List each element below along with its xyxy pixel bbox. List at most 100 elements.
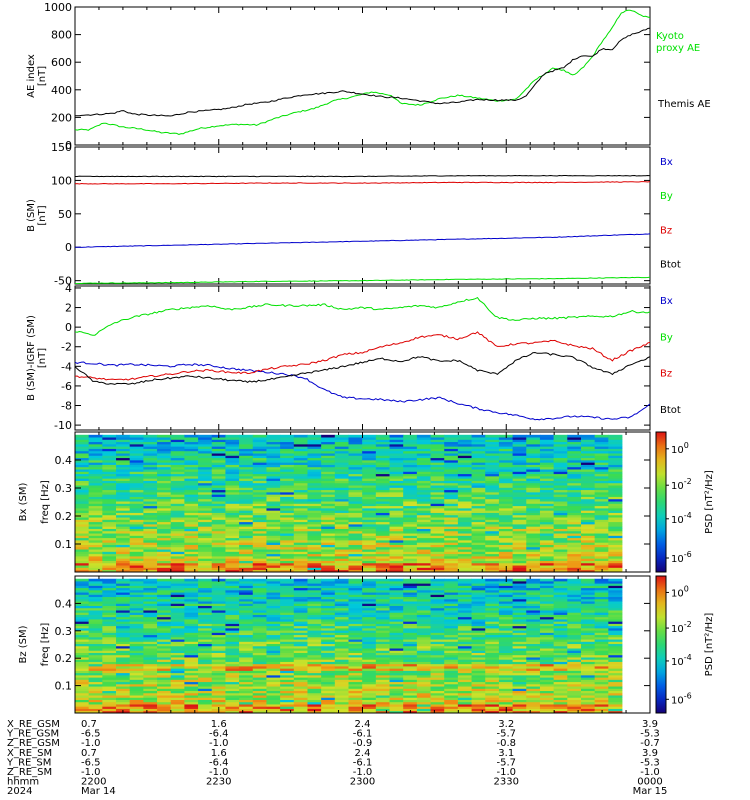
spectrogram-cell: [129, 603, 144, 606]
spectrogram-cell: [170, 510, 185, 513]
spectrogram-cell: [485, 621, 500, 624]
spectrogram-cell: [348, 699, 363, 703]
spectrogram-cell: [102, 443, 117, 447]
spectrogram-cell: [334, 501, 349, 504]
spectrogram-cell: [444, 580, 459, 584]
spectrogram-cell: [567, 558, 582, 561]
spectrogram-cell: [184, 616, 199, 620]
spectrogram-cell: [526, 473, 541, 477]
spectrogram-cell: [512, 710, 527, 714]
spectrogram-cell: [170, 699, 185, 703]
spectrogram-cell: [334, 512, 349, 516]
spectrogram-cell: [430, 699, 445, 703]
spectrogram-cell: [375, 616, 390, 620]
spectrogram-cell: [321, 596, 336, 600]
spectrogram-cell: [157, 704, 172, 707]
spectrogram-cell: [280, 478, 295, 481]
b-minus-igrf-yunit: [nT]: [37, 348, 48, 368]
spectrogram-cell: [170, 489, 185, 493]
spectrogram-cell: [512, 507, 527, 511]
spectrogram-cell: [211, 639, 226, 642]
spectrogram-cell: [594, 562, 609, 566]
spectrogram-cell: [430, 616, 445, 620]
spectrogram-cell: [129, 517, 144, 520]
spectrogram-cell: [444, 501, 459, 504]
spectrogram-cell: [75, 679, 90, 683]
spectrogram-cell: [211, 555, 226, 559]
spectrogram-cell: [102, 605, 117, 609]
spectrogram-cell: [403, 603, 418, 606]
spectrogram-cell: [102, 681, 117, 685]
spectrogram-cell: [102, 530, 117, 534]
spectrogram-cell: [266, 446, 281, 449]
spectrogram-cell: [225, 526, 240, 529]
spectrogram-cell: [280, 710, 295, 714]
spectrogram-cell: [157, 643, 172, 647]
spectrogram-cell: [321, 450, 336, 454]
spectrogram-cell: [321, 674, 336, 678]
spectrogram-cell: [198, 654, 213, 658]
spectrogram-cell: [362, 641, 377, 645]
spectrogram-cell: [594, 503, 609, 507]
spectrogram-cell: [239, 498, 254, 502]
spectrogram-cell: [184, 652, 199, 656]
spectrogram-cell: [444, 661, 459, 665]
spectrogram-cell: [430, 639, 445, 642]
spectrogram-cell: [252, 661, 267, 665]
spectrogram-cell: [211, 704, 226, 707]
spectrogram-cell: [239, 630, 254, 633]
spectrogram-cell: [252, 439, 267, 443]
spectrogram-cell: [129, 560, 144, 564]
spectrogram-cell: [430, 634, 445, 638]
spectrogram-cell: [485, 612, 500, 615]
spectrogram-cell: [211, 441, 226, 445]
spectrogram-cell: [471, 464, 486, 468]
spectrogram-cell: [211, 533, 226, 536]
spectrogram-cell: [102, 478, 117, 481]
spectrogram-cell: [512, 569, 527, 573]
spectrogram-cell: [553, 459, 568, 463]
spectrogram-cell: [539, 539, 555, 543]
spectrogram-cell: [471, 455, 486, 459]
spectrogram-cell: [375, 459, 390, 463]
spectrogram-cell: [580, 650, 596, 653]
spectrogram-cell: [321, 621, 336, 624]
spectrogram-cell: [362, 625, 377, 629]
spectrogram-cell: [307, 686, 322, 689]
spectrogram-cell: [266, 661, 281, 665]
spectrogram-cell: [403, 544, 418, 548]
spectrogram-cell: [266, 596, 281, 600]
legend-by-label: By: [660, 191, 673, 202]
spectrogram-cell: [375, 469, 390, 472]
spectrogram-cell: [239, 639, 254, 642]
spectrogram-cell: [471, 636, 486, 640]
spectrogram-cell: [444, 612, 459, 615]
b-sm-ytick-label: 50: [58, 208, 72, 221]
spectrogram-cell: [88, 697, 103, 700]
spectrogram-cell: [129, 648, 144, 651]
spectrogram-cell: [471, 437, 486, 440]
spectrogram-cell: [580, 632, 596, 636]
spectrogram-cell: [170, 475, 185, 479]
spectrogram-cell: [321, 652, 336, 656]
spectrogram-cell: [225, 549, 240, 552]
spectrogram-cell: [403, 580, 418, 584]
b-minus-igrf-ytick-label: 4: [65, 282, 72, 295]
spectrogram-cell: [102, 533, 117, 536]
spectrogram-cell: [225, 683, 240, 687]
b-sm-ytick-label: 0: [65, 241, 72, 254]
spectrogram-cell: [567, 569, 582, 573]
spectrogram-cell: [567, 679, 582, 683]
spectrogram-cell: [157, 533, 172, 536]
spectrogram-cell: [334, 679, 349, 683]
spectrogram-cell: [211, 681, 226, 685]
spectrogram-cell: [608, 480, 623, 484]
spectrogram-cell: [403, 457, 418, 461]
spectrogram-cell: [539, 596, 555, 600]
spectrogram-cell: [430, 565, 445, 568]
spectrogram-cell: [580, 507, 596, 511]
spectrogram-cell: [334, 549, 349, 552]
spectrogram-cell: [485, 614, 500, 618]
spectrogram-cell: [75, 654, 90, 658]
spectrogram-cell: [553, 475, 568, 479]
